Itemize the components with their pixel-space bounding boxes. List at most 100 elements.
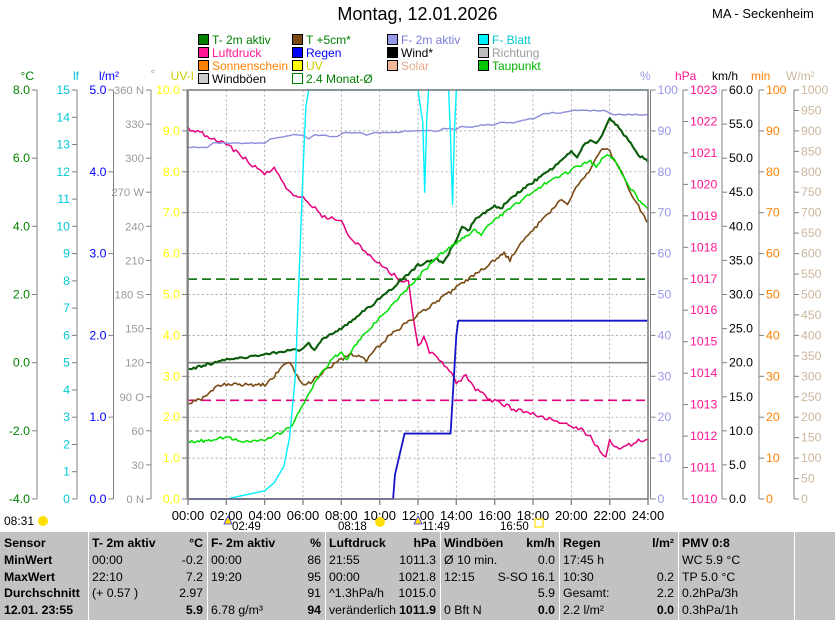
svg-text:6.0: 6.0: [163, 247, 180, 261]
svg-text:1016: 1016: [690, 303, 718, 317]
svg-text:1013: 1013: [690, 398, 718, 412]
svg-text:1017: 1017: [690, 272, 718, 286]
svg-text:2.0: 2.0: [163, 410, 180, 424]
svg-text:120: 120: [125, 358, 144, 370]
svg-text:2: 2: [63, 438, 70, 452]
svg-text:0.0: 0.0: [729, 492, 746, 506]
svg-text:-4.0: -4.0: [9, 492, 30, 506]
svg-text:9: 9: [63, 247, 70, 261]
svg-text:30: 30: [658, 369, 672, 383]
svg-text:1: 1: [63, 465, 70, 479]
svg-text:200: 200: [801, 410, 822, 424]
svg-text:1.0: 1.0: [89, 410, 106, 424]
svg-text:10: 10: [658, 451, 672, 465]
svg-text:1012: 1012: [690, 429, 718, 443]
svg-text:30: 30: [766, 369, 780, 383]
svg-text:55.0: 55.0: [729, 117, 753, 131]
svg-text:10: 10: [56, 219, 70, 233]
svg-text:3.0: 3.0: [89, 247, 106, 261]
svg-text:0.0: 0.0: [89, 492, 106, 506]
svg-text:80: 80: [658, 165, 672, 179]
svg-text:15.0: 15.0: [729, 390, 753, 404]
svg-text:40: 40: [658, 328, 672, 342]
svg-text:7.0: 7.0: [163, 206, 180, 220]
svg-text:3: 3: [63, 410, 70, 424]
svg-text:1010: 1010: [690, 492, 718, 506]
svg-text:5.0: 5.0: [729, 458, 746, 472]
svg-text:8.0: 8.0: [13, 83, 30, 97]
svg-text:60: 60: [658, 247, 672, 261]
svg-text:6.0: 6.0: [13, 151, 30, 165]
svg-text:8.0: 8.0: [163, 165, 180, 179]
svg-text:0.0: 0.0: [13, 356, 30, 370]
svg-text:-2.0: -2.0: [9, 424, 30, 438]
svg-text:2.0: 2.0: [89, 328, 106, 342]
svg-text:90: 90: [658, 124, 672, 138]
svg-text:1015: 1015: [690, 335, 718, 349]
svg-text:25.0: 25.0: [729, 322, 753, 336]
svg-text:300: 300: [125, 153, 144, 165]
svg-text:4.0: 4.0: [163, 328, 180, 342]
svg-text:80: 80: [766, 165, 780, 179]
svg-text:30.0: 30.0: [729, 288, 753, 302]
svg-text:1023: 1023: [690, 83, 718, 97]
svg-text:20: 20: [766, 410, 780, 424]
svg-text:1020: 1020: [690, 177, 718, 191]
svg-text:950: 950: [801, 104, 822, 118]
svg-text:50.0: 50.0: [729, 151, 753, 165]
svg-text:1.0: 1.0: [163, 451, 180, 465]
svg-text:1022: 1022: [690, 115, 718, 129]
svg-text:350: 350: [801, 349, 822, 363]
svg-text:40: 40: [766, 328, 780, 342]
svg-text:10: 10: [766, 451, 780, 465]
svg-text:240: 240: [125, 221, 144, 233]
svg-text:210: 210: [125, 255, 144, 267]
svg-text:400: 400: [801, 328, 822, 342]
svg-text:9.0: 9.0: [163, 124, 180, 138]
svg-text:5.0: 5.0: [163, 288, 180, 302]
svg-text:4.0: 4.0: [89, 165, 106, 179]
svg-text:10.0: 10.0: [156, 83, 180, 97]
svg-text:150: 150: [125, 324, 144, 336]
svg-text:0: 0: [801, 492, 808, 506]
svg-text:0 N: 0 N: [126, 494, 144, 506]
svg-text:60: 60: [766, 247, 780, 261]
svg-text:1011: 1011: [690, 461, 717, 475]
svg-text:5: 5: [63, 356, 70, 370]
svg-text:22:00: 22:00: [593, 508, 626, 523]
svg-text:12: 12: [56, 165, 70, 179]
svg-text:24:00: 24:00: [632, 508, 665, 523]
svg-text:15: 15: [56, 83, 70, 97]
svg-text:0: 0: [658, 492, 665, 506]
svg-text:50: 50: [801, 472, 815, 486]
svg-text:60: 60: [131, 426, 144, 438]
svg-text:2.0: 2.0: [13, 288, 30, 302]
svg-text:60.0: 60.0: [729, 83, 753, 97]
svg-text:600: 600: [801, 247, 822, 261]
svg-text:35.0: 35.0: [729, 253, 753, 267]
svg-text:500: 500: [801, 288, 822, 302]
svg-text:800: 800: [801, 165, 822, 179]
svg-text:250: 250: [801, 390, 822, 404]
svg-text:1018: 1018: [690, 240, 718, 254]
svg-text:270 W: 270 W: [111, 187, 144, 199]
svg-text:70: 70: [658, 206, 672, 220]
svg-text:360 N: 360 N: [114, 85, 144, 97]
svg-text:14: 14: [56, 110, 70, 124]
svg-text:00:00: 00:00: [172, 508, 205, 523]
svg-text:100: 100: [658, 83, 679, 97]
svg-text:700: 700: [801, 206, 822, 220]
svg-text:1019: 1019: [690, 209, 718, 223]
svg-text:0.0: 0.0: [163, 492, 180, 506]
svg-text:13: 13: [56, 138, 70, 152]
svg-text:30: 30: [131, 460, 144, 472]
svg-text:7: 7: [63, 301, 70, 315]
svg-text:40.0: 40.0: [729, 219, 753, 233]
svg-text:550: 550: [801, 267, 822, 281]
svg-text:650: 650: [801, 226, 822, 240]
svg-text:750: 750: [801, 185, 822, 199]
svg-text:330: 330: [125, 119, 144, 131]
svg-text:1014: 1014: [690, 366, 718, 380]
svg-text:5.0: 5.0: [89, 83, 106, 97]
svg-text:150: 150: [801, 431, 822, 445]
